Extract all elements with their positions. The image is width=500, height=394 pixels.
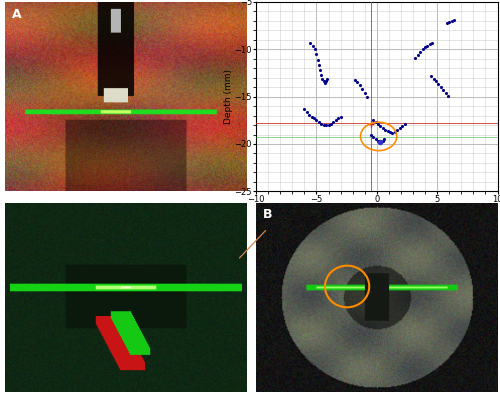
- Point: [321, 80, 329, 87]
- Point: [448, 18, 456, 24]
- Point: [306, 39, 314, 46]
- Point: [443, 20, 451, 26]
- Point: [367, 131, 375, 138]
- Point: [320, 78, 328, 85]
- Point: [439, 87, 447, 93]
- Point: [372, 119, 380, 125]
- Point: [363, 93, 371, 100]
- Point: [351, 76, 359, 83]
- Point: [374, 121, 382, 127]
- Point: [414, 52, 422, 58]
- Point: [322, 122, 330, 128]
- Point: [434, 81, 442, 87]
- Point: [310, 115, 318, 122]
- Point: [416, 49, 424, 55]
- Point: [324, 121, 332, 128]
- Point: [358, 86, 366, 92]
- Point: [432, 78, 440, 85]
- Point: [318, 76, 326, 82]
- Point: [303, 109, 311, 115]
- Point: [428, 39, 436, 46]
- Point: [386, 129, 394, 135]
- Point: [316, 67, 324, 73]
- Point: [318, 72, 326, 78]
- Point: [376, 123, 384, 129]
- Point: [356, 82, 364, 88]
- Point: [320, 121, 328, 128]
- Point: [437, 84, 445, 90]
- Point: [388, 130, 396, 136]
- Point: [450, 17, 458, 23]
- Point: [384, 128, 392, 134]
- Point: [430, 76, 438, 82]
- Y-axis label: Depth (mm): Depth (mm): [224, 69, 233, 124]
- Point: [427, 72, 435, 79]
- Point: [312, 117, 320, 123]
- Point: [314, 57, 322, 63]
- Text: A: A: [12, 7, 22, 20]
- Point: [324, 76, 332, 82]
- Point: [374, 138, 382, 144]
- Point: [315, 119, 323, 125]
- Point: [421, 44, 429, 50]
- Point: [445, 19, 453, 25]
- Point: [381, 126, 389, 133]
- Point: [305, 112, 313, 118]
- Point: [380, 136, 388, 142]
- Point: [336, 113, 344, 120]
- Point: [311, 46, 319, 52]
- Point: [391, 128, 399, 135]
- Point: [372, 136, 380, 142]
- Point: [376, 139, 384, 145]
- Point: [379, 138, 387, 144]
- Point: [354, 79, 362, 85]
- Point: [308, 113, 316, 120]
- Point: [398, 123, 406, 129]
- Point: [369, 134, 377, 141]
- Point: [424, 43, 432, 49]
- Point: [418, 46, 426, 52]
- Point: [315, 62, 323, 69]
- Title: Profile: Profile: [362, 0, 392, 1]
- Point: [327, 121, 335, 127]
- Point: [412, 55, 420, 61]
- Point: [318, 121, 326, 127]
- Point: [444, 93, 452, 99]
- Point: [369, 117, 377, 123]
- Point: [334, 115, 342, 122]
- Point: [360, 90, 368, 96]
- Point: [330, 119, 338, 125]
- Point: [332, 117, 340, 123]
- X-axis label: Height (mm): Height (mm): [348, 206, 406, 215]
- Point: [396, 125, 404, 131]
- Point: [309, 43, 317, 49]
- Point: [322, 78, 330, 85]
- Point: [442, 90, 450, 96]
- Point: [300, 106, 308, 112]
- Point: [312, 51, 320, 57]
- Point: [379, 125, 387, 131]
- Point: [426, 41, 434, 47]
- Text: B: B: [264, 208, 273, 221]
- Point: [400, 121, 408, 127]
- Point: [394, 126, 402, 133]
